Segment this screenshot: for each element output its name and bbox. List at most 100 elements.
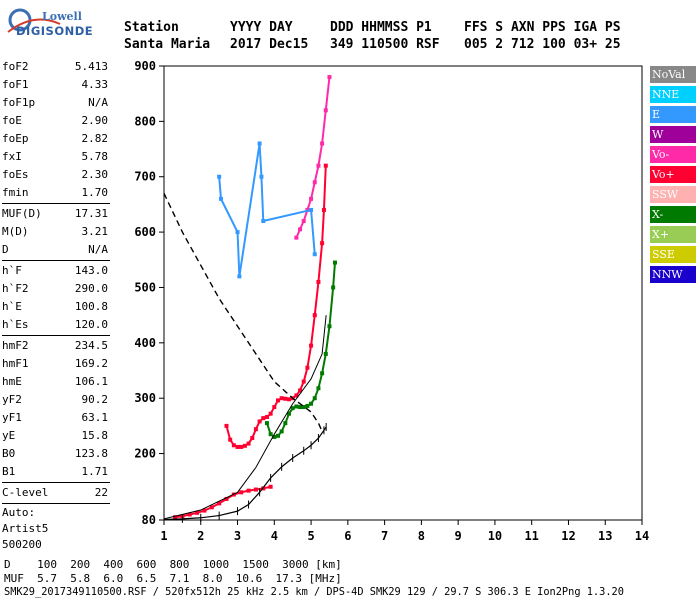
param-row: yF2 90.2 xyxy=(2,391,110,409)
param-value: 63.1 xyxy=(81,411,109,424)
legend-item-nne: NNE xyxy=(650,86,696,103)
x-tick-label: 3 xyxy=(234,529,241,543)
param-value: 2.30 xyxy=(81,168,109,181)
legend-item-x: X+ xyxy=(650,226,696,243)
param-value: 17.31 xyxy=(74,207,108,220)
param-key: hmF2 xyxy=(2,339,29,352)
param-row: hmF2 234.5 xyxy=(2,337,110,355)
legend-item-e: E xyxy=(650,106,696,123)
y-tick-label: 400 xyxy=(134,336,156,350)
y-tick-label: 800 xyxy=(134,114,156,128)
param-value: 5.78 xyxy=(81,150,109,163)
param-value: 100.8 xyxy=(74,300,108,313)
param-value: 290.0 xyxy=(74,282,108,295)
param-row: B1 1.71 xyxy=(2,463,110,481)
y-tick-label: 900 xyxy=(134,59,156,73)
x-tick-label: 8 xyxy=(418,529,425,543)
param-key: foF1 xyxy=(2,78,29,91)
x-tick-label: 1 xyxy=(160,529,167,543)
header-label-station: Station xyxy=(124,20,179,35)
panel-divider xyxy=(2,203,110,204)
echo-trace-segment xyxy=(317,142,324,167)
panel-divider xyxy=(2,482,110,483)
echo-trace-segment xyxy=(238,142,261,278)
param-row: h`F 143.0 xyxy=(2,262,110,280)
legend-item-vo: Vo+ xyxy=(650,166,696,183)
file-info-footer: SMK29_2017349110500.RSF / 520fx512h 25 k… xyxy=(4,586,624,598)
header-value-time: 349 110500 RSF xyxy=(330,37,440,52)
param-value: 2.90 xyxy=(81,114,109,127)
x-tick-label: 10 xyxy=(488,529,502,543)
x-tick-label: 13 xyxy=(598,529,612,543)
echo-point xyxy=(327,75,332,80)
param-value: 15.8 xyxy=(81,429,109,442)
echo-trace-segment xyxy=(258,142,263,178)
echo-trace-segment xyxy=(324,325,331,355)
param-key: foEp xyxy=(2,132,29,145)
param-key: fmin xyxy=(2,186,29,199)
x-tick-label: 5 xyxy=(307,529,314,543)
param-value: 4.33 xyxy=(81,78,109,91)
header-label-time: DDD HHMMSS P1 xyxy=(330,20,432,35)
echo-trace-segment xyxy=(218,175,222,200)
y-tick-label: 600 xyxy=(134,225,156,239)
echo-trace-segment xyxy=(310,208,316,256)
polarization-legend: NoVal NNE E W Vo- Vo+ SSW X- X+ SSE NNW xyxy=(650,66,696,286)
param-row: hmF1 169.2 xyxy=(2,355,110,373)
param-row: M(D) 3.21 xyxy=(2,223,110,241)
param-key: foEs xyxy=(2,168,29,181)
legend-item-ssw: SSW xyxy=(650,186,696,203)
param-group-frequencies: foF2 5.413 foF1 4.33 foF1p N/A foE 2.90 foEp… xyxy=(2,58,110,202)
legend-item-w: W xyxy=(650,126,696,143)
virtual-height-trace-line xyxy=(163,315,327,520)
param-row: foF1p N/A xyxy=(2,94,110,112)
param-key: B0 xyxy=(2,447,16,460)
param-key: hmF1 xyxy=(2,357,29,370)
param-value: N/A xyxy=(88,243,108,256)
param-row-c-level: C-level 22 xyxy=(2,484,110,502)
param-row: foEp 2.82 xyxy=(2,130,110,148)
param-value: N/A xyxy=(88,96,108,109)
param-row: fmin 1.70 xyxy=(2,184,110,202)
param-group-profile: hmF2 234.5 hmF1 169.2 hmE 106.1 yF2 90.2 yF1… xyxy=(2,337,110,481)
param-key: foE xyxy=(2,114,22,127)
echo-point xyxy=(312,252,317,257)
muf-row: MUF 5.7 5.8 6.0 6.5 7.1 8.0 10.6 17.3 [M… xyxy=(4,572,342,585)
echo-trace-segment xyxy=(322,164,327,211)
param-row: B0 123.8 xyxy=(2,445,110,463)
panel-divider xyxy=(2,503,110,504)
param-row: h`Es 120.0 xyxy=(2,316,110,334)
param-value: 1.70 xyxy=(81,186,109,199)
echo-trace-segment xyxy=(225,424,232,441)
x-tick-label: 2 xyxy=(197,529,204,543)
legend-item-nnw: NNW xyxy=(650,266,696,283)
param-key: h`F2 xyxy=(2,282,29,295)
x-tick-label: 11 xyxy=(524,529,538,543)
y-tick-label: 500 xyxy=(134,280,156,294)
echo-trace-segment xyxy=(310,181,316,200)
lowell-digisonde-logo: Lowell DIGISONDE xyxy=(4,6,114,46)
panel-divider xyxy=(2,260,110,261)
logo-line-1: Lowell xyxy=(42,10,82,23)
legend-item-vo: Vo- xyxy=(650,146,696,163)
logo-swoosh-icon xyxy=(7,8,61,33)
autoscaling-program: Artist5 xyxy=(2,522,49,535)
param-value: 22 xyxy=(94,486,108,499)
param-row: MUF(D) 17.31 xyxy=(2,205,110,223)
echo-trace-segment xyxy=(332,261,336,289)
echo-trace-segment xyxy=(219,197,239,234)
echo-trace-segment xyxy=(310,314,316,347)
logo-line-2: DIGISONDE xyxy=(16,24,94,38)
legend-item-sse: SSE xyxy=(650,246,696,263)
echo-trace-segment xyxy=(260,175,265,223)
param-row: h`E 100.8 xyxy=(2,298,110,316)
param-row: yF1 63.1 xyxy=(2,409,110,427)
echo-trace-segment xyxy=(324,76,331,112)
param-value: 234.5 xyxy=(74,339,108,352)
x-tick-label: 9 xyxy=(455,529,462,543)
x-tick-label: 4 xyxy=(271,529,278,543)
param-value: 123.8 xyxy=(74,447,108,460)
echo-trace-segment xyxy=(321,352,327,375)
param-key: h`F xyxy=(2,264,22,277)
param-key: foF2 xyxy=(2,60,29,73)
